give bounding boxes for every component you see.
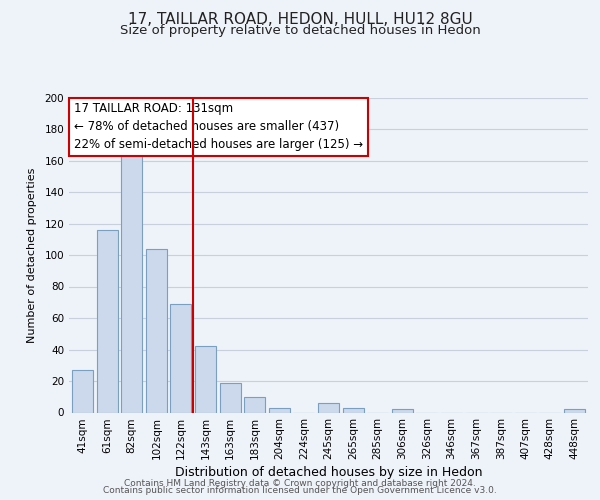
Text: Size of property relative to detached houses in Hedon: Size of property relative to detached ho…	[119, 24, 481, 37]
Bar	[195, 346, 216, 412]
Text: Contains HM Land Registry data © Crown copyright and database right 2024.: Contains HM Land Registry data © Crown c…	[124, 478, 476, 488]
Bar	[170, 304, 191, 412]
Bar	[564, 410, 585, 412]
Text: Contains public sector information licensed under the Open Government Licence v3: Contains public sector information licen…	[103, 486, 497, 495]
Bar	[121, 154, 142, 412]
Bar	[392, 410, 413, 412]
Bar	[72, 370, 93, 412]
Bar	[318, 403, 339, 412]
X-axis label: Distribution of detached houses by size in Hedon: Distribution of detached houses by size …	[175, 466, 482, 479]
Text: 17 TAILLAR ROAD: 131sqm
← 78% of detached houses are smaller (437)
22% of semi-d: 17 TAILLAR ROAD: 131sqm ← 78% of detache…	[74, 102, 364, 151]
Bar	[220, 382, 241, 412]
Text: 17, TAILLAR ROAD, HEDON, HULL, HU12 8GU: 17, TAILLAR ROAD, HEDON, HULL, HU12 8GU	[128, 12, 472, 28]
Bar	[244, 397, 265, 412]
Bar	[97, 230, 118, 412]
Y-axis label: Number of detached properties: Number of detached properties	[28, 168, 37, 342]
Bar	[269, 408, 290, 412]
Bar	[146, 248, 167, 412]
Bar	[343, 408, 364, 412]
